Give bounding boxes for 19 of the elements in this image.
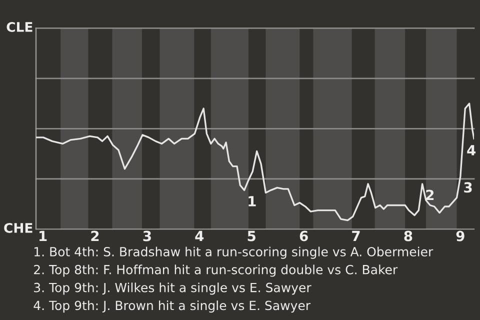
x-tick-label: 9 [456,230,464,242]
annotation: 1 [248,196,256,206]
x-tick-label: 4 [195,230,204,242]
text: CLE [6,22,32,32]
text: 3. Top 9th: J. Wilkes hit a single vs E. Sawyer [34,282,312,295]
annotation: 3 [464,182,472,193]
text: 2. Top 8th: F. Hoffman hit a run-scoring double vs C. Baker [34,264,398,277]
annotation: 2 [426,190,434,200]
x-tick-label: 7 [352,230,360,242]
x-tick-label: 3 [143,230,151,242]
x-tick-label: 8 [404,230,412,242]
annotation: 4 [467,145,476,156]
x-tick-label: 2 [91,230,99,242]
text: 1. Bot 4th: S. Bradshaw hit a run-scoring single vs A. Obermeier [34,246,434,259]
text: 4. Top 9th: J. Brown hit a single vs E. Sawyer [34,300,311,313]
text: CHE [4,222,32,233]
x-tick-label: 1 [40,230,47,242]
x-tick-label: 5 [248,230,256,242]
x-tick-label: 6 [300,230,308,242]
